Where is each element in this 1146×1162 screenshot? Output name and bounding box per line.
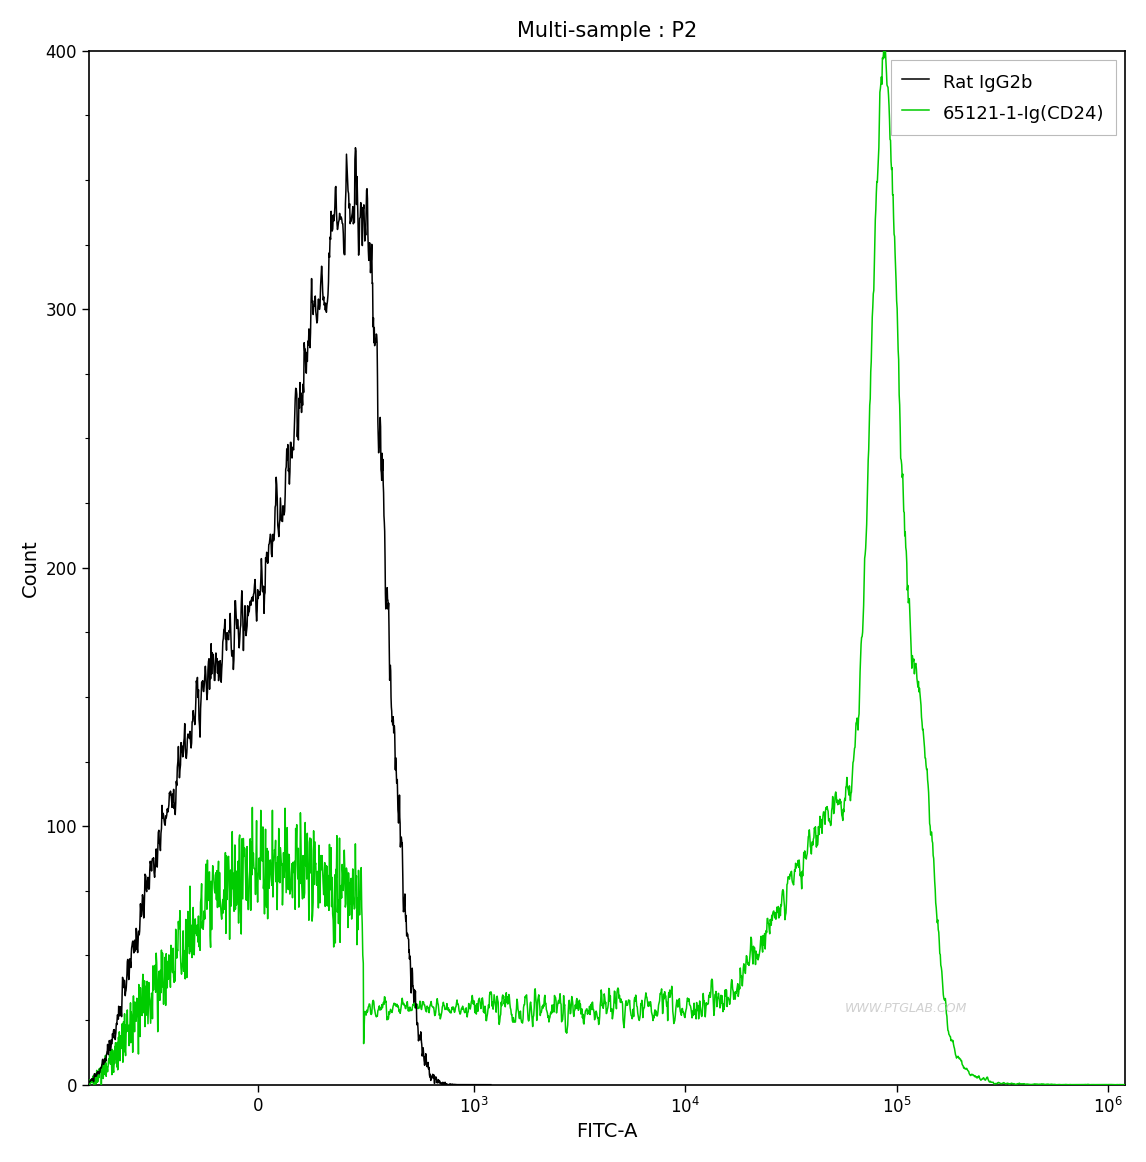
Rat IgG2b — [128, 939, 142, 953]
65121-1-Ig(CD24) — [236, 892, 250, 906]
Rat IgG2b — [83, 1076, 96, 1090]
65121-1-Ig(CD24) — [83, 1075, 96, 1089]
Rat IgG2b — [438, 1077, 452, 1091]
Text: WWW.PTGLAB.COM: WWW.PTGLAB.COM — [845, 1003, 967, 1016]
Line: 65121-1-Ig(CD24): 65121-1-Ig(CD24) — [89, 42, 1124, 1084]
65121-1-Ig(CD24) — [235, 832, 249, 846]
X-axis label: FITC-A: FITC-A — [576, 1122, 637, 1141]
Line: Rat IgG2b: Rat IgG2b — [89, 148, 490, 1084]
Legend: Rat IgG2b, 65121-1-Ig(CD24): Rat IgG2b, 65121-1-Ig(CD24) — [890, 59, 1115, 135]
65121-1-Ig(CD24) — [83, 1077, 96, 1091]
65121-1-Ig(CD24) — [1117, 1077, 1131, 1091]
65121-1-Ig(CD24) — [1013, 1077, 1027, 1091]
Rat IgG2b — [484, 1077, 497, 1091]
Rat IgG2b — [253, 584, 267, 598]
Rat IgG2b — [370, 335, 384, 349]
Title: Multi-sample : P2: Multi-sample : P2 — [517, 21, 697, 41]
65121-1-Ig(CD24) — [908, 659, 921, 673]
Rat IgG2b — [379, 586, 393, 600]
Rat IgG2b — [147, 851, 160, 865]
65121-1-Ig(CD24) — [664, 985, 677, 999]
65121-1-Ig(CD24) — [877, 35, 890, 49]
65121-1-Ig(CD24) — [1029, 1077, 1043, 1091]
Rat IgG2b — [315, 259, 329, 273]
Y-axis label: Count: Count — [21, 539, 40, 596]
Rat IgG2b — [348, 141, 362, 155]
